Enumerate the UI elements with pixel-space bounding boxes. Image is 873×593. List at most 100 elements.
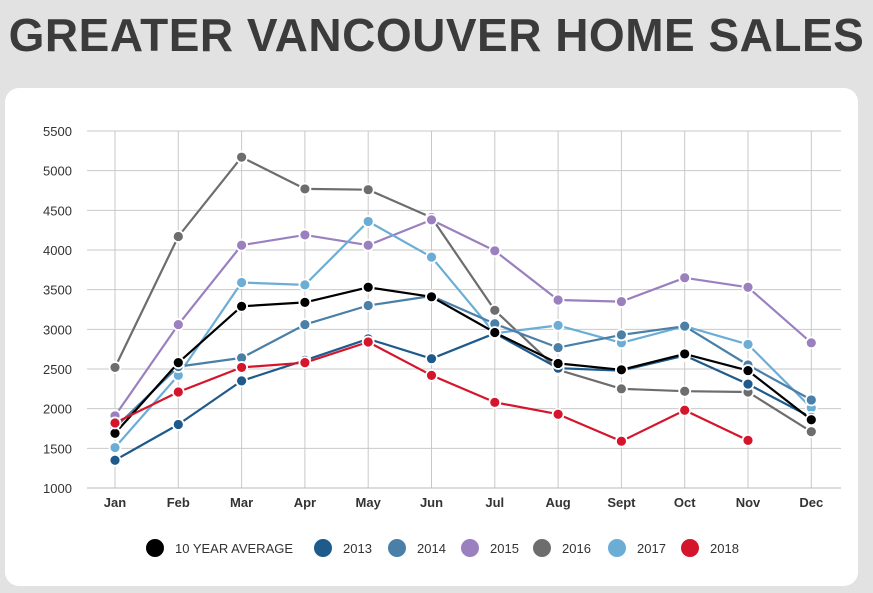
data-point-2014 (678, 319, 692, 333)
data-point-2014 (551, 341, 565, 354)
legend-label-2014: 2014 (417, 541, 446, 556)
data-point-10-year-average (298, 295, 312, 309)
x-tick-label: Jul (485, 495, 504, 510)
data-point-10-year-average (804, 413, 818, 427)
y-tick-label: 4000 (43, 243, 72, 258)
y-tick-label: 2500 (43, 362, 72, 377)
x-tick-label: Jun (420, 495, 443, 510)
data-point-2016 (615, 382, 628, 396)
legend-swatch-2018 (681, 539, 699, 557)
data-point-2018 (298, 356, 312, 370)
data-point-2015 (488, 244, 502, 258)
data-point-10-year-average (235, 299, 249, 313)
data-point-2018 (488, 395, 502, 409)
data-point-2013 (741, 377, 755, 391)
series-line-2014 (114, 294, 812, 429)
series-line-2016 (114, 156, 812, 433)
data-point-2017 (361, 215, 375, 228)
y-tick-label: 1000 (43, 481, 72, 496)
x-axis: Jan Feb Mar Apr May Jun Jul Aug Sept Oct Nov Dec (104, 495, 823, 510)
data-point-2014 (298, 318, 312, 331)
data-point-2018 (235, 361, 249, 374)
data-point-2018 (678, 403, 692, 417)
data-point-2017 (108, 441, 122, 454)
data-point-2018 (361, 335, 375, 349)
data-point-2017 (741, 338, 755, 351)
data-point-2013 (171, 418, 185, 431)
data-point-2013 (108, 453, 122, 467)
data-point-2015 (361, 238, 375, 252)
y-tick-label: 2000 (43, 402, 72, 417)
data-point-2015 (804, 336, 818, 350)
series-layer (108, 150, 818, 467)
y-axis: 1000 1500 2000 2500 3000 3500 4000 4500 5000 5500 (43, 124, 72, 496)
legend-label-2018: 2018 (710, 541, 739, 556)
data-point-2014 (804, 393, 818, 407)
data-point-2016 (298, 182, 312, 196)
legend-swatch-2015 (461, 539, 479, 557)
data-point-10-year-average (741, 364, 755, 377)
data-point-2014 (615, 328, 628, 342)
data-point-2017 (235, 276, 249, 289)
x-tick-label: May (356, 495, 382, 510)
data-point-10-year-average (425, 290, 438, 304)
data-point-2016 (678, 384, 692, 398)
data-point-2015 (741, 280, 755, 294)
legend-label-2017: 2017 (637, 541, 666, 556)
data-point-2018 (615, 434, 628, 448)
y-tick-label: 1500 (43, 441, 72, 456)
data-point-10-year-average (551, 357, 565, 370)
data-point-2015 (551, 293, 565, 307)
data-point-2013 (235, 374, 249, 388)
data-point-2015 (678, 271, 692, 285)
data-point-2014 (361, 299, 375, 312)
x-tick-label: Aug (545, 495, 570, 510)
x-tick-label: Jan (104, 495, 126, 510)
data-point-2018 (551, 407, 565, 421)
y-tick-label: 3500 (43, 283, 72, 298)
legend-swatch-2014 (388, 539, 406, 557)
data-point-2016 (108, 361, 122, 374)
data-point-2018 (108, 416, 122, 430)
data-point-2015 (615, 295, 628, 308)
chart-card: 1000 1500 2000 2500 3000 3500 4000 4500 5000 5500… (5, 88, 858, 586)
data-point-10-year-average (361, 280, 375, 294)
legend-label-2016: 2016 (562, 541, 591, 556)
page-title: GREATER VANCOUVER HOME SALES (8, 9, 865, 61)
legend-swatch-2013 (314, 539, 332, 557)
data-point-2017 (425, 250, 438, 264)
series-line-2017 (114, 220, 813, 449)
y-tick-label: 5000 (43, 164, 72, 179)
data-point-10-year-average (171, 356, 185, 370)
x-tick-label: Dec (799, 495, 823, 510)
y-tick-label: 5500 (43, 124, 72, 139)
data-point-10-year-average (488, 326, 502, 339)
x-tick-label: Mar (230, 495, 253, 510)
data-point-2018 (741, 433, 755, 447)
data-point-2017 (298, 278, 312, 292)
legend-label-2015: 2015 (490, 541, 519, 556)
data-point-2016 (171, 230, 185, 243)
data-point-10-year-average (108, 426, 122, 440)
legend-label-2013: 2013 (343, 541, 372, 556)
x-tick-label: Oct (674, 495, 696, 510)
x-tick-label: Sept (607, 495, 636, 510)
y-tick-label: 3000 (43, 322, 72, 337)
series-line-2015 (114, 218, 813, 417)
legend: 10 YEAR AVERAGE 2013 2014 2015 2016 2017 2018 (146, 539, 739, 557)
data-point-2018 (425, 368, 438, 382)
data-point-2017 (551, 318, 565, 332)
data-point-2015 (171, 318, 185, 331)
legend-swatch-10-year-average (146, 539, 164, 557)
data-point-2015 (235, 238, 249, 252)
legend-swatch-2017 (608, 539, 626, 557)
legend-swatch-2016 (533, 539, 551, 557)
data-point-2016 (804, 425, 818, 439)
data-point-2016 (488, 303, 502, 317)
data-point-10-year-average (615, 363, 628, 377)
legend-label-10-year-average: 10 YEAR AVERAGE (175, 541, 293, 556)
x-tick-label: Nov (736, 495, 761, 510)
data-point-2013 (425, 352, 438, 366)
data-point-2018 (171, 385, 185, 399)
y-tick-label: 4500 (43, 203, 72, 218)
